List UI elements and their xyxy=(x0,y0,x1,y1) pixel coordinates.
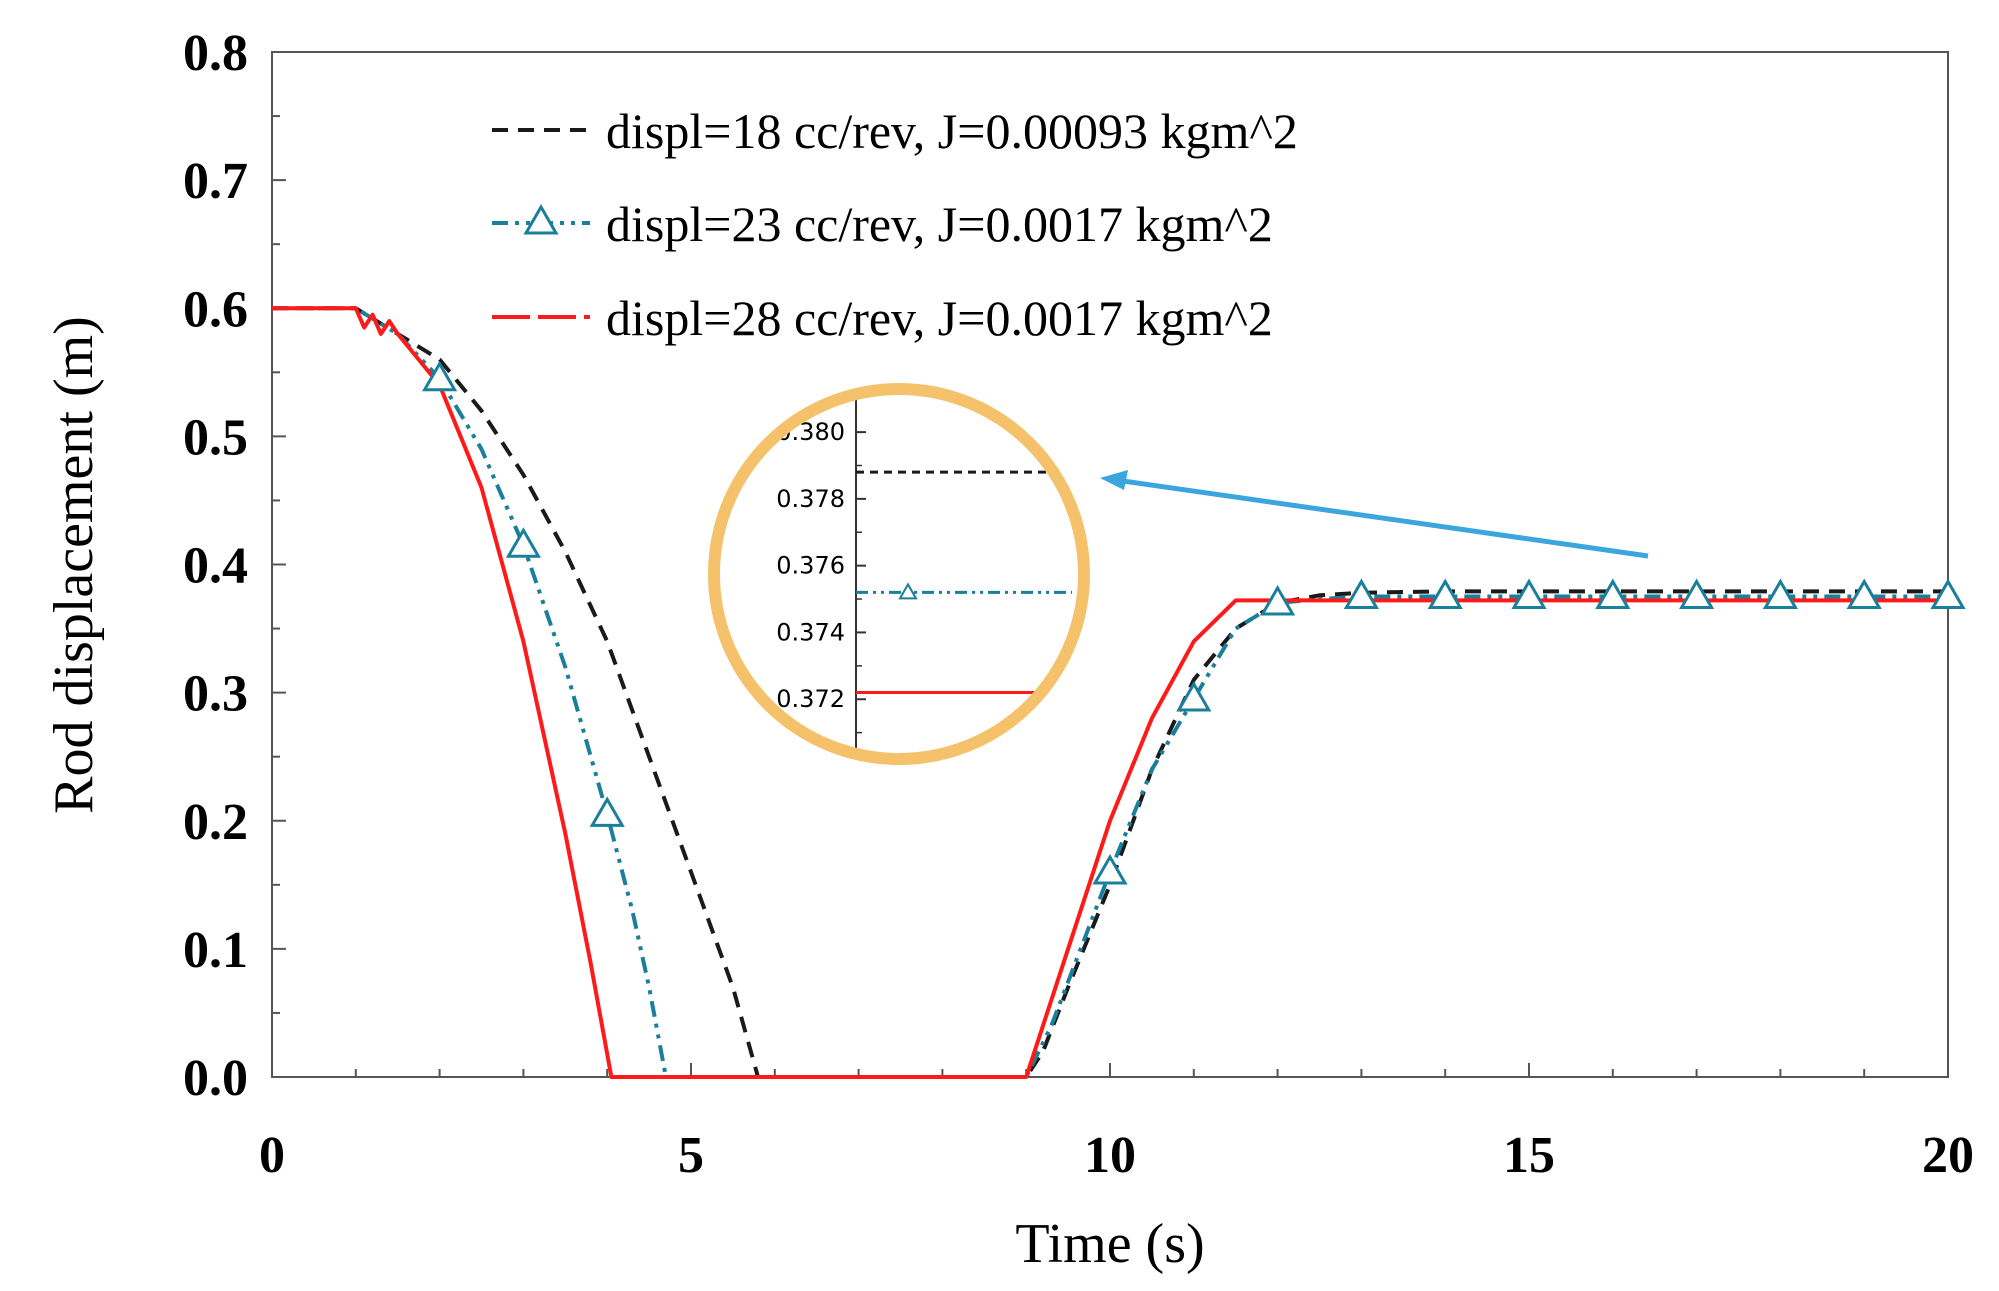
inset-ring xyxy=(708,383,1090,765)
series-line-2 xyxy=(272,306,1948,1079)
marker-layer xyxy=(422,360,1966,885)
inset-tick-label: 0.372 xyxy=(776,685,845,713)
legend-triangle-marker xyxy=(523,203,559,235)
triangle-marker xyxy=(1343,578,1379,610)
y-tick-label: 0.5 xyxy=(183,409,248,466)
legend-label-23: displ=23 cc/rev, J=0.0017 kgm^2 xyxy=(606,196,1273,252)
y-tick-label: 0.4 xyxy=(183,538,248,595)
inset-tick-label: 0.370 xyxy=(776,752,845,780)
x-tick-label: 5 xyxy=(678,1127,704,1184)
triangle-marker xyxy=(1427,578,1463,610)
x-tick-label: 10 xyxy=(1084,1127,1136,1184)
y-tick-labels: 0.0 0.1 0.2 0.3 0.4 0.5 0.6 0.7 0.8 xyxy=(183,25,248,1107)
triangle-marker xyxy=(1930,578,1966,610)
inset-pointer-arrow xyxy=(1100,470,1649,559)
y-tick-label: 0.1 xyxy=(183,922,248,979)
legend-label-28: displ=28 cc/rev, J=0.0017 kgm^2 xyxy=(606,290,1273,346)
x-tick-label: 15 xyxy=(1503,1127,1555,1184)
inset-background xyxy=(714,389,1084,759)
series-line-0 xyxy=(272,306,1948,1079)
y-tick-label: 0.8 xyxy=(183,25,248,82)
triangle-marker xyxy=(422,360,458,392)
x-tick-label: 20 xyxy=(1922,1127,1974,1184)
triangle-marker xyxy=(505,527,541,558)
series-line-1 xyxy=(272,306,1948,1079)
triangle-marker xyxy=(1762,578,1798,610)
triangle-marker xyxy=(1511,578,1547,610)
legend-label-18: displ=18 cc/rev, J=0.00093 kgm^2 xyxy=(606,103,1298,159)
y-tick-label: 0.7 xyxy=(183,153,248,210)
y-axis-title: Rod displacement (m) xyxy=(43,316,105,814)
inset-tick-label: 0.374 xyxy=(776,618,845,646)
triangle-marker xyxy=(1260,584,1296,616)
y-tick-label: 0.2 xyxy=(183,794,248,851)
triangle-marker xyxy=(1679,578,1715,610)
y-tick-label: 0.6 xyxy=(183,281,248,338)
inset-triangle-marker xyxy=(898,582,918,600)
legend: displ=18 cc/rev, J=0.00093 kgm^2 displ=2… xyxy=(492,103,1298,346)
triangle-marker xyxy=(1595,578,1631,610)
inset-axis-stub: | xyxy=(704,582,709,598)
axis-ticks xyxy=(271,51,1949,1078)
x-axis-title: Time (s) xyxy=(1015,1213,1204,1275)
inset-tick-label: 0.378 xyxy=(776,485,845,513)
y-tick-label: 0.0 xyxy=(183,1050,248,1107)
triangle-marker xyxy=(1846,578,1882,610)
x-tick-label: 0 xyxy=(259,1127,285,1184)
triangle-marker xyxy=(1092,853,1128,885)
triangle-marker xyxy=(589,796,625,827)
inset-tick-label: 0.376 xyxy=(776,552,845,580)
x-tick-labels: 0 5 10 15 20 xyxy=(259,1127,1974,1184)
triangle-marker xyxy=(1176,681,1212,712)
y-tick-label: 0.3 xyxy=(183,666,248,723)
series-layer xyxy=(272,306,1948,1079)
